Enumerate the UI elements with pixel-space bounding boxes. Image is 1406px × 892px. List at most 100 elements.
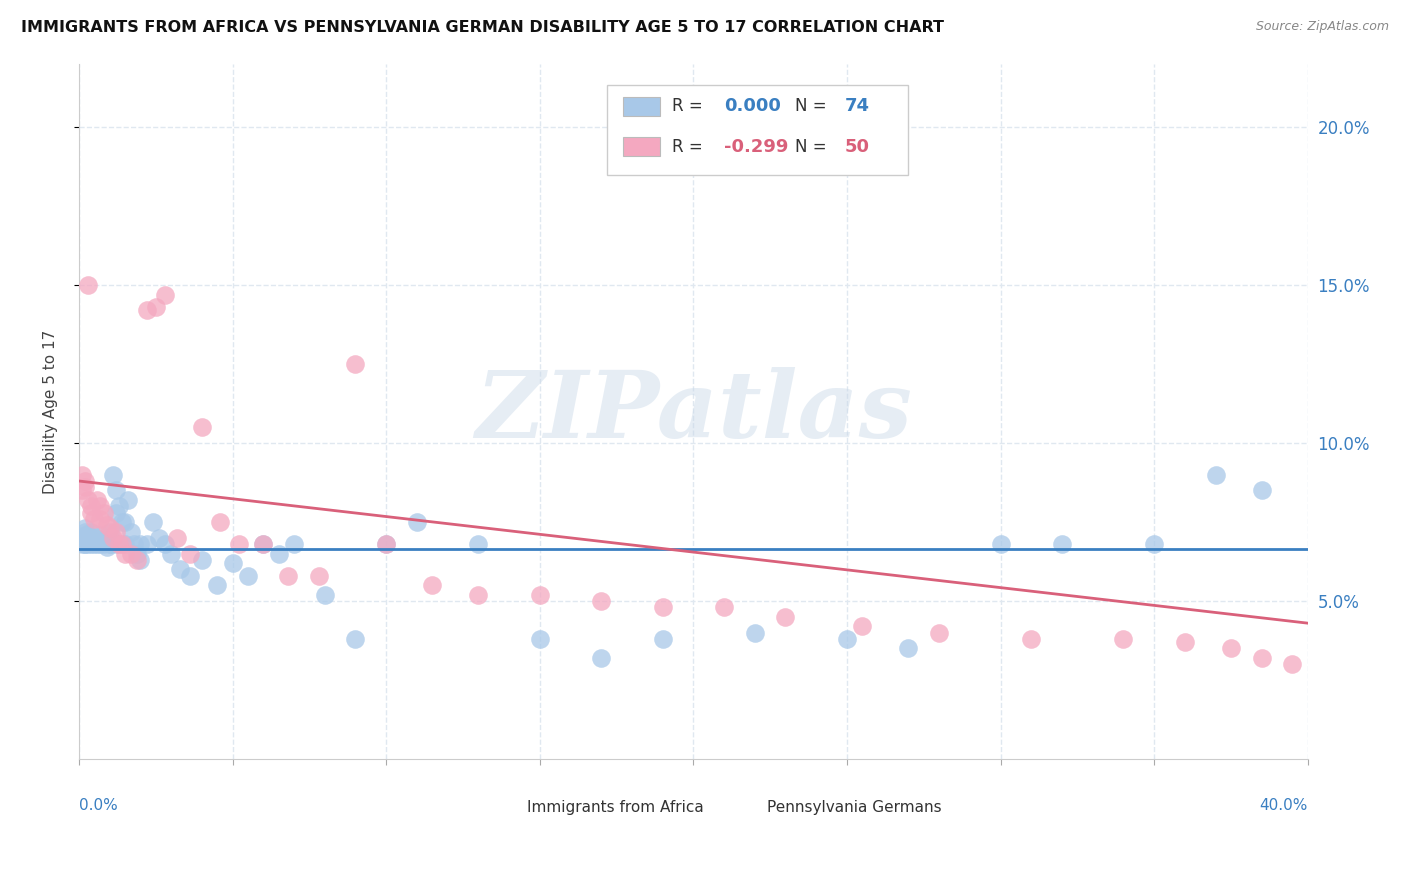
Point [835, 632, 858, 646]
Point [96, 531, 118, 545]
Point [96, 541, 118, 555]
Point [111, 537, 134, 551]
Point [101, 467, 124, 482]
Point [80, 534, 103, 549]
Point [160, 547, 183, 561]
Point [314, 588, 336, 602]
Point [467, 537, 489, 551]
Point [80, 506, 103, 520]
Point [1219, 641, 1241, 656]
Point [179, 568, 201, 582]
Text: ZIPatlas: ZIPatlas [475, 367, 912, 457]
Point [83, 512, 105, 526]
Point [135, 537, 157, 551]
Point [205, 578, 228, 592]
Point [108, 537, 131, 551]
Point [80, 500, 103, 514]
Point [75, 521, 97, 535]
Point [70, 483, 93, 498]
Point [148, 531, 170, 545]
Text: -0.299: -0.299 [724, 137, 789, 156]
Point [1250, 651, 1272, 665]
Point [114, 547, 136, 561]
Point [529, 588, 551, 602]
Point [75, 531, 97, 545]
Point [114, 515, 136, 529]
Point [651, 600, 673, 615]
Text: R =: R = [672, 97, 709, 115]
Point [108, 500, 131, 514]
Point [897, 641, 920, 656]
Point [104, 537, 127, 551]
Point [77, 531, 100, 545]
Point [228, 537, 250, 551]
Point [129, 537, 152, 551]
Point [77, 534, 100, 549]
Point [75, 480, 97, 494]
Point [75, 534, 97, 549]
Point [104, 506, 127, 520]
Text: 74: 74 [845, 97, 869, 115]
Text: 0.000: 0.000 [724, 97, 780, 115]
Point [529, 632, 551, 646]
Point [77, 537, 100, 551]
Point [191, 420, 214, 434]
Point [77, 527, 100, 541]
Point [344, 357, 367, 371]
Point [77, 278, 100, 293]
Y-axis label: Disability Age 5 to 17: Disability Age 5 to 17 [44, 329, 58, 493]
Point [1112, 632, 1135, 646]
Point [153, 537, 176, 551]
Point [169, 562, 191, 576]
Point [75, 537, 97, 551]
Text: 50: 50 [845, 137, 869, 156]
Point [89, 500, 111, 514]
Point [120, 524, 142, 539]
Point [135, 303, 157, 318]
Point [1143, 537, 1166, 551]
Point [1250, 483, 1272, 498]
Point [277, 568, 299, 582]
Text: IMMIGRANTS FROM AFRICA VS PENNSYLVANIA GERMAN DISABILITY AGE 5 TO 17 CORRELATION: IMMIGRANTS FROM AFRICA VS PENNSYLVANIA G… [21, 20, 943, 35]
Point [86, 492, 108, 507]
Text: 40.0%: 40.0% [1260, 797, 1308, 813]
Point [252, 537, 274, 551]
Point [70, 537, 93, 551]
Bar [623, 96, 661, 116]
Point [405, 515, 427, 529]
Point [104, 483, 127, 498]
Point [252, 537, 274, 551]
Point [80, 537, 103, 551]
Bar [737, 801, 761, 814]
Point [775, 610, 797, 624]
Point [420, 578, 443, 592]
Point [990, 537, 1012, 551]
Point [375, 537, 398, 551]
Point [83, 537, 105, 551]
Point [129, 553, 152, 567]
Point [93, 537, 115, 551]
Point [104, 524, 127, 539]
Point [98, 524, 121, 539]
Point [111, 515, 134, 529]
Point [120, 547, 142, 561]
Point [93, 506, 115, 520]
Point [267, 547, 290, 561]
Point [651, 632, 673, 646]
Point [77, 492, 100, 507]
Point [83, 534, 105, 549]
Point [70, 531, 93, 545]
Point [1281, 657, 1303, 672]
Point [375, 537, 398, 551]
Point [744, 625, 766, 640]
Point [80, 524, 103, 539]
Point [467, 588, 489, 602]
Text: N =: N = [796, 97, 832, 115]
Point [1174, 635, 1197, 649]
Point [75, 527, 97, 541]
Point [591, 651, 613, 665]
Point [89, 537, 111, 551]
Point [308, 568, 330, 582]
Point [93, 534, 115, 549]
Point [86, 537, 108, 551]
